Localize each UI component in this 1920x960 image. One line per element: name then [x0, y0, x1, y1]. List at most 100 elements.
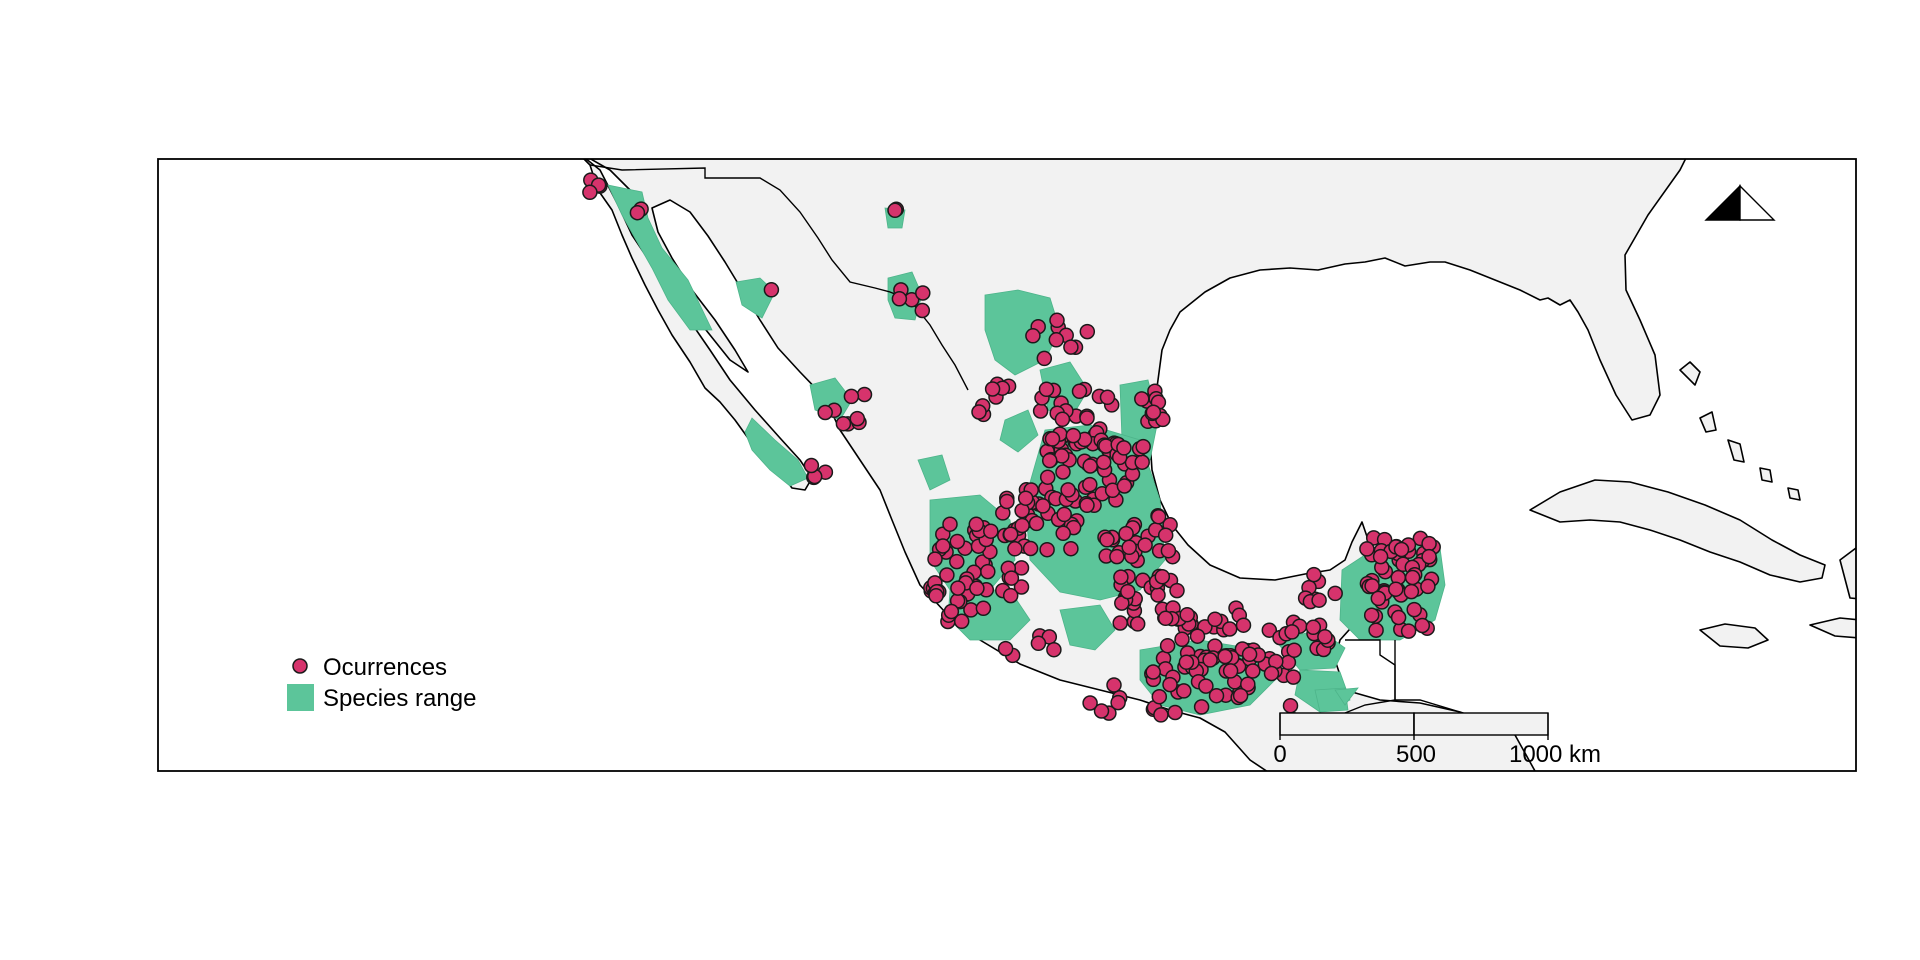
occurrence-point	[1174, 631, 1190, 648]
occurrence-point	[1093, 703, 1110, 719]
occurrence-point	[1025, 328, 1041, 344]
occurrence-point	[1232, 687, 1249, 704]
occurrence-point	[1095, 454, 1112, 470]
occurrence-point	[927, 551, 943, 567]
occurrence-point	[1134, 391, 1150, 407]
border-central-america	[1395, 699, 1461, 713]
occurrence-point	[1048, 332, 1065, 348]
occurrence-point	[1157, 610, 1174, 627]
occurrence-point	[1282, 697, 1299, 714]
occurrence-point	[1306, 566, 1322, 583]
occurrence-point	[1241, 646, 1258, 663]
occurrence-point	[1063, 540, 1079, 557]
occurrence-point	[1390, 609, 1407, 626]
occurrence-point	[1261, 622, 1278, 638]
occurrence-point	[928, 588, 944, 604]
occurrence-point	[1157, 527, 1174, 543]
occurrence-point	[1240, 676, 1256, 692]
occurrence-point	[1032, 403, 1049, 419]
occurrence-point	[887, 202, 903, 219]
occurrence-point	[1054, 411, 1071, 428]
scale-tick-0: 0	[1273, 741, 1286, 768]
occurrence-point	[949, 533, 966, 550]
occurrence-point	[891, 291, 908, 307]
occurrence-point	[1159, 637, 1176, 654]
occurrence-point	[1116, 478, 1133, 494]
occurrence-point	[1217, 648, 1233, 665]
occurrence-point	[763, 282, 780, 298]
occurrence-point	[1372, 548, 1389, 565]
occurrence-point	[1134, 454, 1150, 470]
occurrence-point	[971, 404, 987, 420]
land-cuba	[1529, 479, 1826, 583]
occurrence-point	[849, 410, 866, 427]
occurrence-point	[1317, 628, 1333, 645]
occurrence-point	[1049, 312, 1065, 329]
occurrences-layer	[582, 172, 1441, 732]
occurrence-point	[1400, 623, 1417, 639]
occurrence-point	[1193, 699, 1210, 715]
occurrence-point	[942, 516, 958, 532]
occurrence-point	[1150, 508, 1167, 525]
occurrence-point	[1406, 601, 1422, 618]
occurrence-point	[1286, 642, 1302, 658]
occurrence-point	[1154, 568, 1171, 585]
occurrence-point	[1112, 615, 1128, 631]
occurrence-point	[1176, 683, 1192, 699]
occurrence-point	[1082, 458, 1098, 474]
occurrence-point	[1284, 624, 1300, 640]
occurrence-point	[1014, 517, 1030, 534]
occurrence-point	[1414, 617, 1431, 634]
occurrence-point	[915, 285, 931, 301]
occurrence-point	[1028, 515, 1045, 532]
occurrence-point	[803, 457, 820, 474]
occurrence-point	[1046, 641, 1062, 658]
occurrence-point	[843, 388, 860, 405]
occurrence-point	[1109, 548, 1125, 565]
occurrence-point	[1106, 677, 1122, 693]
occurrence-point	[1235, 617, 1252, 633]
legend-label-occurrences: Ocurrences	[323, 654, 447, 681]
occurrence-point	[1060, 482, 1076, 498]
occurrence-point	[1363, 607, 1380, 623]
border-us-mexico	[583, 159, 969, 391]
occurrence-point	[1364, 578, 1380, 594]
scale-tick-500: 500	[1396, 741, 1436, 768]
occurrence-point	[1065, 427, 1082, 444]
occurrence-point	[943, 603, 960, 620]
occurrence-point	[1041, 452, 1058, 469]
occurrence-point	[1178, 654, 1195, 670]
scale-bar-segment-1	[1279, 712, 1415, 736]
occurrence-point	[1099, 389, 1116, 406]
occurrence-point	[1079, 410, 1095, 426]
range-honduras	[1334, 687, 1359, 706]
occurrence-point	[984, 381, 1001, 397]
occurrence-point	[1022, 540, 1039, 557]
occurrence-point	[1079, 497, 1095, 514]
occurrence-point	[1044, 431, 1061, 447]
occurrence-point	[983, 523, 999, 539]
range-durango	[999, 409, 1039, 453]
occurrence-point	[1151, 688, 1168, 705]
legend-label-species-range: Species range	[323, 685, 476, 712]
occurrence-point	[1121, 539, 1137, 556]
occurrence-point	[817, 404, 833, 421]
occurrence-point	[1162, 676, 1178, 693]
occurrence-point	[1017, 490, 1034, 506]
occurrence-point	[953, 613, 970, 630]
occurrence-point	[1110, 694, 1126, 711]
occurrence-point	[1036, 350, 1053, 367]
occurrence-point	[1135, 438, 1151, 455]
occurrence-point	[856, 386, 873, 403]
north-arrow-icon	[1704, 184, 1776, 221]
occurrence-point	[1370, 590, 1387, 607]
occurrence-point	[629, 204, 646, 221]
occurrence-point	[1137, 537, 1153, 553]
occurrence-point	[1420, 578, 1436, 595]
occurrence-point	[1305, 619, 1322, 636]
occurrence-point	[1129, 616, 1146, 632]
occurrence-point	[1116, 440, 1132, 456]
occurrence-point	[968, 516, 985, 533]
land-hispaniola-west	[1809, 617, 1856, 639]
occurrence-point	[835, 415, 852, 432]
